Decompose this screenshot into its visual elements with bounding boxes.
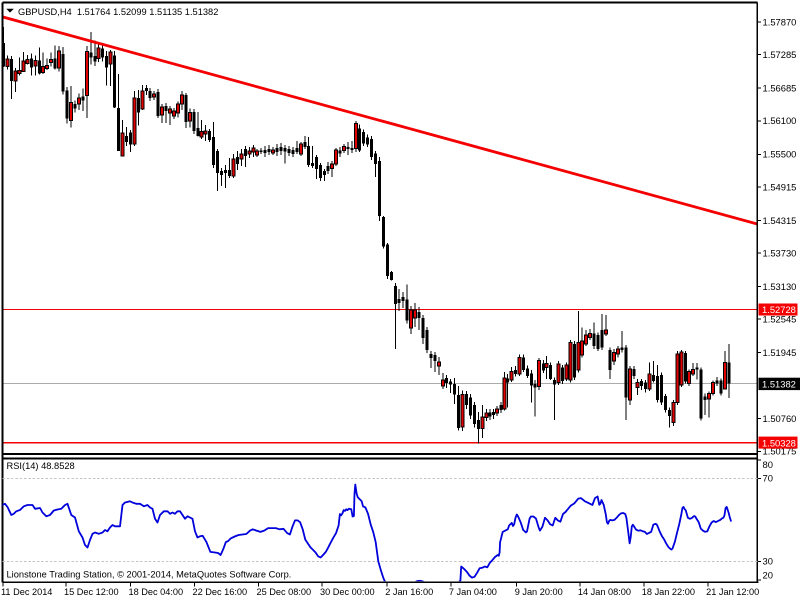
svg-text:1.52728: 1.52728 — [762, 304, 796, 315]
svg-text:1.51382: 1.51382 — [762, 378, 796, 389]
svg-text:15 Dec 12:00: 15 Dec 12:00 — [64, 587, 119, 597]
svg-text:1.50175: 1.50175 — [763, 446, 797, 457]
svg-text:30: 30 — [763, 556, 773, 567]
svg-text:11 Dec 2014: 11 Dec 2014 — [1, 587, 52, 597]
svg-text:1.56100: 1.56100 — [763, 115, 797, 126]
svg-text:1.52545: 1.52545 — [763, 314, 797, 325]
svg-text:2 Jan 16:00: 2 Jan 16:00 — [385, 587, 433, 597]
svg-text:7 Jan 04:00: 7 Jan 04:00 — [449, 587, 497, 597]
svg-text:RSI(14) 48.8528: RSI(14) 48.8528 — [7, 461, 75, 471]
svg-text:80: 80 — [763, 459, 773, 470]
svg-text:1.53730: 1.53730 — [763, 247, 797, 258]
svg-text:1.56685: 1.56685 — [763, 83, 797, 94]
svg-text:1.57285: 1.57285 — [763, 49, 797, 60]
svg-text:30 Dec 00:00: 30 Dec 00:00 — [320, 587, 375, 597]
svg-text:1.53130: 1.53130 — [763, 281, 797, 292]
svg-text:18 Dec 04:00: 18 Dec 04:00 — [129, 587, 184, 597]
svg-text:21 Jan 12:00: 21 Jan 12:00 — [706, 587, 759, 597]
svg-text:20: 20 — [763, 570, 773, 581]
svg-text:1.50328: 1.50328 — [762, 437, 796, 448]
svg-text:9 Jan 20:00: 9 Jan 20:00 — [515, 587, 563, 597]
svg-text:1.50760: 1.50760 — [763, 413, 797, 424]
svg-text:1.55500: 1.55500 — [763, 149, 797, 160]
svg-text:22 Dec 16:00: 22 Dec 16:00 — [193, 587, 248, 597]
svg-text:1.54915: 1.54915 — [763, 181, 797, 192]
svg-text:Lionstone Trading Station, © 2: Lionstone Trading Station, © 2001-2014, … — [7, 570, 292, 580]
svg-text:GBPUSD,H4 1.51764 1.52099 1.5: GBPUSD,H4 1.51764 1.52099 1.51135 1.5138… — [18, 7, 218, 17]
svg-text:25 Dec 08:00: 25 Dec 08:00 — [257, 587, 312, 597]
svg-text:14 Jan 08:00: 14 Jan 08:00 — [578, 587, 631, 597]
svg-text:1.54315: 1.54315 — [763, 215, 797, 226]
svg-text:1.57870: 1.57870 — [763, 17, 797, 28]
svg-text:1.51945: 1.51945 — [763, 347, 797, 358]
svg-text:70: 70 — [763, 473, 773, 484]
svg-text:18 Jan 22:00: 18 Jan 22:00 — [642, 587, 695, 597]
